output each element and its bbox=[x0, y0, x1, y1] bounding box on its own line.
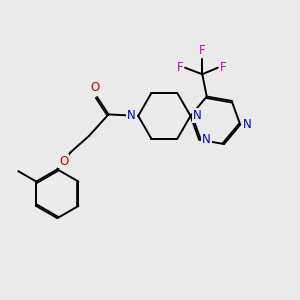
Text: N: N bbox=[193, 110, 202, 122]
Text: F: F bbox=[177, 61, 183, 74]
Text: N: N bbox=[127, 110, 136, 122]
Text: O: O bbox=[90, 81, 99, 94]
Text: O: O bbox=[59, 154, 68, 167]
Text: F: F bbox=[199, 44, 206, 57]
Text: N: N bbox=[243, 118, 252, 131]
Text: F: F bbox=[220, 61, 226, 74]
Text: N: N bbox=[202, 133, 211, 146]
